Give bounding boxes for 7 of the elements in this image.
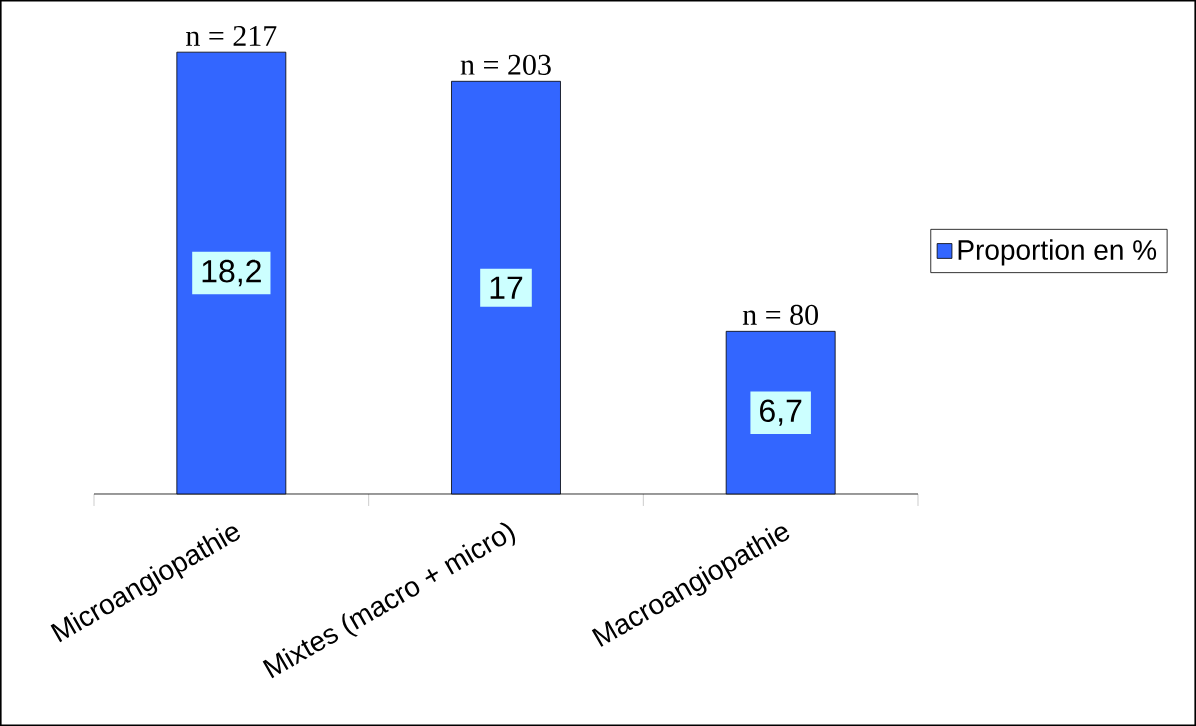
data-label: 17 bbox=[490, 276, 523, 299]
annotation: n = 203 bbox=[460, 54, 551, 75]
legend-label: Proportion en % bbox=[958, 239, 1157, 266]
annotation: n = 80 bbox=[742, 304, 818, 325]
data-label: 6,7 bbox=[760, 399, 802, 426]
data-label: 18,2 bbox=[202, 259, 261, 287]
annotation: n = 217 bbox=[186, 25, 277, 46]
